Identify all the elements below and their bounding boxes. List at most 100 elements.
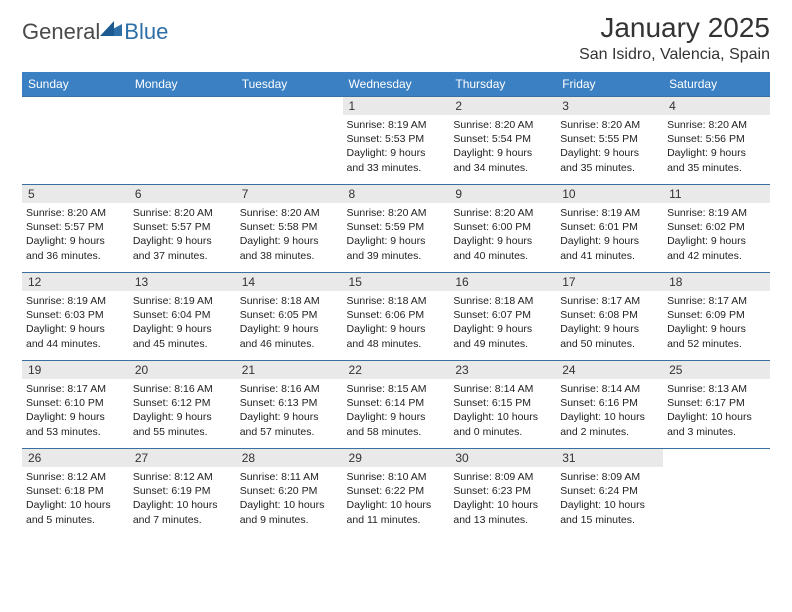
sunset-line: Sunset: 6:05 PM <box>240 308 339 322</box>
day-number: 6 <box>129 185 236 203</box>
header: General Blue January 2025 San Isidro, Va… <box>22 12 770 64</box>
daylight-line: Daylight: 9 hours and 36 minutes. <box>26 234 125 262</box>
sunset-line: Sunset: 6:09 PM <box>667 308 766 322</box>
sunrise-line: Sunrise: 8:18 AM <box>347 294 446 308</box>
sunrise-line: Sunrise: 8:20 AM <box>133 206 232 220</box>
sunset-line: Sunset: 6:18 PM <box>26 484 125 498</box>
sunrise-line: Sunrise: 8:13 AM <box>667 382 766 396</box>
sunrise-line: Sunrise: 8:18 AM <box>453 294 552 308</box>
sunset-line: Sunset: 5:59 PM <box>347 220 446 234</box>
sunset-line: Sunset: 6:00 PM <box>453 220 552 234</box>
calendar-cell: 2Sunrise: 8:20 AMSunset: 5:54 PMDaylight… <box>449 97 556 185</box>
sunrise-line: Sunrise: 8:20 AM <box>560 118 659 132</box>
day-number: 16 <box>449 273 556 291</box>
month-title: January 2025 <box>579 12 770 44</box>
day-number: 3 <box>556 97 663 115</box>
brand-triangle-icon <box>100 18 122 36</box>
sunrise-line: Sunrise: 8:19 AM <box>26 294 125 308</box>
calendar-cell: 11Sunrise: 8:19 AMSunset: 6:02 PMDayligh… <box>663 185 770 273</box>
sunrise-line: Sunrise: 8:18 AM <box>240 294 339 308</box>
calendar-cell: 16 Sunrise: 8:18 AMSunset: 6:07 PMDayligh… <box>449 273 556 361</box>
calendar-cell: 7Sunrise: 8:20 AMSunset: 5:58 PMDaylight… <box>236 185 343 273</box>
sunset-line: Sunset: 6:03 PM <box>26 308 125 322</box>
day-number: 23 <box>449 361 556 379</box>
calendar-week: 1 Sunrise: 8:19 AMSunset: 5:53 PM Daylight… <box>22 97 770 185</box>
day-number: 14 <box>236 273 343 291</box>
day-number: 19 <box>22 361 129 379</box>
daylight-line: Daylight: 9 hours and 53 minutes. <box>26 410 125 438</box>
day-number: 5 <box>22 185 129 203</box>
day-number: 8 <box>343 185 450 203</box>
day-header: Wednesday <box>343 72 450 97</box>
sunrise-line: Sunrise: 8:20 AM <box>240 206 339 220</box>
day-number: 28 <box>236 449 343 467</box>
day-number: 2 <box>449 97 556 115</box>
calendar-week: 19Sunrise: 8:17 AMSunset: 6:10 PMDayligh… <box>22 361 770 449</box>
day-number: 22 <box>343 361 450 379</box>
calendar-cell: 4Sunrise: 8:20 AMSunset: 5:56 PMDaylight… <box>663 97 770 185</box>
calendar-cell: 10Sunrise: 8:19 AMSunset: 6:01 PMDayligh… <box>556 185 663 273</box>
sunset-line: Sunset: 6:10 PM <box>26 396 125 410</box>
calendar-cell: 17Sunrise: 8:17 AMSunset: 6:08 PMDayligh… <box>556 273 663 361</box>
sunset-line: Sunset: 6:23 PM <box>453 484 552 498</box>
brand-word1: General <box>22 19 100 45</box>
sunrise-line: Sunrise: 8:19 AM <box>133 294 232 308</box>
day-number: 9 <box>449 185 556 203</box>
sunset-line: Sunset: 6:13 PM <box>240 396 339 410</box>
sunrise-line: Sunrise: 8:19 AM <box>560 206 659 220</box>
sunset-line: Sunset: 6:16 PM <box>560 396 659 410</box>
daylight-line: Daylight: 9 hours and 52 minutes. <box>667 322 766 350</box>
day-number: 20 <box>129 361 236 379</box>
daylight-line: Daylight: 9 hours and 34 minutes. <box>453 146 552 174</box>
location: San Isidro, Valencia, Spain <box>579 46 770 64</box>
calendar-cell: 5Sunrise: 8:20 AMSunset: 5:57 PMDaylight… <box>22 185 129 273</box>
day-number: 12 <box>22 273 129 291</box>
day-number: 11 <box>663 185 770 203</box>
sunrise-line: Sunrise: 8:20 AM <box>667 118 766 132</box>
daylight-line: Daylight: 9 hours and 35 minutes. <box>667 146 766 174</box>
sunset-line: Sunset: 6:24 PM <box>560 484 659 498</box>
sunset-line: Sunset: 6:07 PM <box>453 308 552 322</box>
sunset-line: Sunset: 5:54 PM <box>453 132 552 146</box>
day-number: 18 <box>663 273 770 291</box>
daylight-line: Daylight: 9 hours and 58 minutes. <box>347 410 446 438</box>
calendar-cell: 6Sunrise: 8:20 AMSunset: 5:57 PMDaylight… <box>129 185 236 273</box>
day-number: 13 <box>129 273 236 291</box>
daylight-line: Daylight: 9 hours and 49 minutes. <box>453 322 552 350</box>
sunset-line: Sunset: 6:14 PM <box>347 396 446 410</box>
calendar-cell: 22 Sunrise: 8:15 AMSunset: 6:14 PMDayligh… <box>343 361 450 449</box>
sunset-line: Sunset: 5:53 PM <box>347 132 446 146</box>
day-number: 10 <box>556 185 663 203</box>
daylight-line: Daylight: 9 hours and 41 minutes. <box>560 234 659 262</box>
calendar-cell: 27Sunrise: 8:12 AMSunset: 6:19 PMDayligh… <box>129 449 236 537</box>
day-number: 1 <box>343 97 450 115</box>
calendar-cell: 29Sunrise: 8:10 AMSunset: 6:22 PMDayligh… <box>343 449 450 537</box>
calendar-cell: 28Sunrise: 8:11 AMSunset: 6:20 PMDayligh… <box>236 449 343 537</box>
daylight-line: Daylight: 10 hours and 9 minutes. <box>240 498 339 526</box>
calendar-cell: 24Sunrise: 8:14 AMSunset: 6:16 PMDayligh… <box>556 361 663 449</box>
sunrise-line: Sunrise: 8:17 AM <box>667 294 766 308</box>
calendar-week: 12Sunrise: 8:19 AMSunset: 6:03 PMDayligh… <box>22 273 770 361</box>
day-header: Monday <box>129 72 236 97</box>
sunrise-line: Sunrise: 8:17 AM <box>560 294 659 308</box>
sunset-line: Sunset: 6:12 PM <box>133 396 232 410</box>
sunrise-line: Sunrise: 8:20 AM <box>453 206 552 220</box>
calendar-cell: 3Sunrise: 8:20 AMSunset: 5:55 PMDaylight… <box>556 97 663 185</box>
day-header: Thursday <box>449 72 556 97</box>
calendar-cell: 19Sunrise: 8:17 AMSunset: 6:10 PMDayligh… <box>22 361 129 449</box>
day-header-row: SundayMondayTuesdayWednesdayThursdayFrid… <box>22 72 770 97</box>
sunrise-line: Sunrise: 8:15 AM <box>347 382 446 396</box>
sunset-line: Sunset: 6:20 PM <box>240 484 339 498</box>
sunset-line: Sunset: 6:17 PM <box>667 396 766 410</box>
day-header: Tuesday <box>236 72 343 97</box>
daylight-line: Daylight: 9 hours and 45 minutes. <box>133 322 232 350</box>
sunrise-line: Sunrise: 8:20 AM <box>347 206 446 220</box>
calendar-week: 5Sunrise: 8:20 AMSunset: 5:57 PMDaylight… <box>22 185 770 273</box>
daylight-line: Daylight: 9 hours and 42 minutes. <box>667 234 766 262</box>
sunset-line: Sunset: 5:56 PM <box>667 132 766 146</box>
sunset-line: Sunset: 6:22 PM <box>347 484 446 498</box>
sunrise-line: Sunrise: 8:19 AM <box>347 118 446 132</box>
daylight-line: Daylight: 9 hours and 37 minutes. <box>133 234 232 262</box>
day-header: Saturday <box>663 72 770 97</box>
sunrise-line: Sunrise: 8:14 AM <box>560 382 659 396</box>
